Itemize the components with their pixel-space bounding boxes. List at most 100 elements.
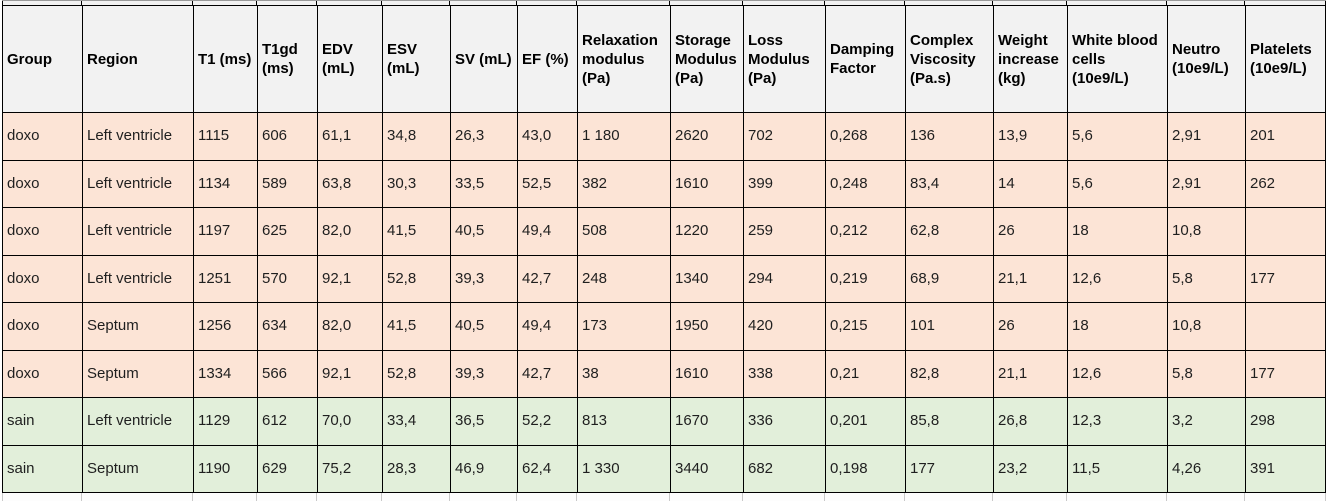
sliver-cell xyxy=(450,1,517,5)
table-cell: 18 xyxy=(1067,207,1168,256)
table-cell: 1197 xyxy=(193,207,258,256)
table-cell: 3,2 xyxy=(1167,397,1246,446)
table-cell: 40,5 xyxy=(450,302,518,351)
sliver-cell xyxy=(993,1,1067,5)
table-cell: 1950 xyxy=(670,302,744,351)
table-cell: 62,8 xyxy=(905,207,994,256)
table-cell: 61,1 xyxy=(317,112,383,161)
table-cell: 46,9 xyxy=(450,444,518,493)
table-cell: 28,3 xyxy=(382,444,451,493)
table-cell: 1 330 xyxy=(577,444,671,493)
table-cell: 1340 xyxy=(670,254,744,303)
sliver-cell xyxy=(517,1,577,5)
table-cell: 38 xyxy=(577,349,671,398)
table-cell: doxo xyxy=(2,207,83,256)
table-cell: 82,0 xyxy=(317,207,383,256)
table-cell: Septum xyxy=(82,302,194,351)
column-header: White blood cells (10e9/L) xyxy=(1067,5,1168,113)
sliver-cell xyxy=(450,493,517,501)
table-cell: 629 xyxy=(257,444,318,493)
table-cell: 10,8 xyxy=(1167,302,1246,351)
table-row: doxo Left ventricle 1251 570 92,1 52,8 39,3 42,… xyxy=(2,254,1326,303)
table-cell: 1220 xyxy=(670,207,744,256)
sliver-cell xyxy=(905,493,993,501)
table-row: doxo Left ventricle 1197 625 82,0 41,5 40,5 49,… xyxy=(2,207,1326,256)
table-cell: 33,4 xyxy=(382,397,451,446)
table-cell: 21,1 xyxy=(993,349,1068,398)
table-cell: 14 xyxy=(993,159,1068,208)
table-cell: 41,5 xyxy=(382,207,451,256)
table-cell: 21,1 xyxy=(993,254,1068,303)
table-cell: 70,0 xyxy=(317,397,383,446)
table-cell: 0,21 xyxy=(825,349,906,398)
table-cell: 52,2 xyxy=(517,397,578,446)
table-row: sain Septum 1190 629 75,2 28,3 46,9 62,4 1 330 34… xyxy=(2,444,1326,493)
table-cell: 92,1 xyxy=(317,349,383,398)
column-header: Relaxation modulus (Pa) xyxy=(577,5,671,113)
table-cell: 26,3 xyxy=(450,112,518,161)
table-cell: 248 xyxy=(577,254,671,303)
table-cell: 589 xyxy=(257,159,318,208)
table-cell: 262 xyxy=(1245,159,1326,208)
table-cell: 23,2 xyxy=(993,444,1068,493)
table-cell: Septum xyxy=(82,349,194,398)
table-cell: 2,91 xyxy=(1167,159,1246,208)
table-cell: 682 xyxy=(743,444,826,493)
sliver-cell xyxy=(670,1,743,5)
sliver-cell xyxy=(257,1,317,5)
sliver-cell xyxy=(577,1,670,5)
sliver-cell xyxy=(905,1,993,5)
table-cell: Left ventricle xyxy=(82,254,194,303)
header-row: Group Region T1 (ms) T1gd (ms) EDV (mL) ESV (… xyxy=(2,5,1326,113)
table-cell: 201 xyxy=(1245,112,1326,161)
table-cell: 4,26 xyxy=(1167,444,1246,493)
table-cell: 10,8 xyxy=(1167,207,1246,256)
table-cell: 0,198 xyxy=(825,444,906,493)
table-cell: 0,215 xyxy=(825,302,906,351)
table-cell: 173 xyxy=(577,302,671,351)
table-cell: Left ventricle xyxy=(82,159,194,208)
table-row: doxo Left ventricle 1115 606 61,1 34,8 26,3 43,… xyxy=(2,112,1326,161)
table-cell: doxo xyxy=(2,302,83,351)
column-header: ESV (mL) xyxy=(382,5,451,113)
table-cell: 101 xyxy=(905,302,994,351)
table-cell: 82,0 xyxy=(317,302,383,351)
table-cell: 18 xyxy=(1067,302,1168,351)
table-cell: 338 xyxy=(743,349,826,398)
table-cell: 399 xyxy=(743,159,826,208)
table-cell: 420 xyxy=(743,302,826,351)
table-cell: 1251 xyxy=(193,254,258,303)
table-cell xyxy=(1245,207,1326,256)
table-cell: 259 xyxy=(743,207,826,256)
sliver-cell xyxy=(193,493,257,501)
table-cell: 52,5 xyxy=(517,159,578,208)
table-cell: 508 xyxy=(577,207,671,256)
table-cell: 39,3 xyxy=(450,349,518,398)
column-header: Storage Modulus (Pa) xyxy=(670,5,744,113)
sliver-cell xyxy=(2,1,82,5)
column-header: EF (%) xyxy=(517,5,578,113)
sliver-cell xyxy=(1245,1,1326,5)
table-cell: 5,6 xyxy=(1067,159,1168,208)
table-cell: 12,3 xyxy=(1067,397,1168,446)
sliver-cell xyxy=(317,1,382,5)
sliver-cell xyxy=(743,1,825,5)
table-cell: 391 xyxy=(1245,444,1326,493)
table-cell: 382 xyxy=(577,159,671,208)
table-cell: doxo xyxy=(2,349,83,398)
table-cell: 5,6 xyxy=(1067,112,1168,161)
table-cell: 1115 xyxy=(193,112,258,161)
sliver-cell xyxy=(1245,493,1326,501)
table-cell: 92,1 xyxy=(317,254,383,303)
table-cell: 83,4 xyxy=(905,159,994,208)
table-cell: 177 xyxy=(1245,254,1326,303)
column-header: Neutro (10e9/L) xyxy=(1167,5,1246,113)
table-row: sain Left ventricle 1129 612 70,0 33,4 36,5 52,… xyxy=(2,397,1326,446)
sliver-cell xyxy=(670,493,743,501)
table-cell: doxo xyxy=(2,159,83,208)
column-header: T1gd (ms) xyxy=(257,5,318,113)
table-cell: 68,9 xyxy=(905,254,994,303)
table-cell: 36,5 xyxy=(450,397,518,446)
table-cell: 1334 xyxy=(193,349,258,398)
column-header: Weight increase (kg) xyxy=(993,5,1068,113)
